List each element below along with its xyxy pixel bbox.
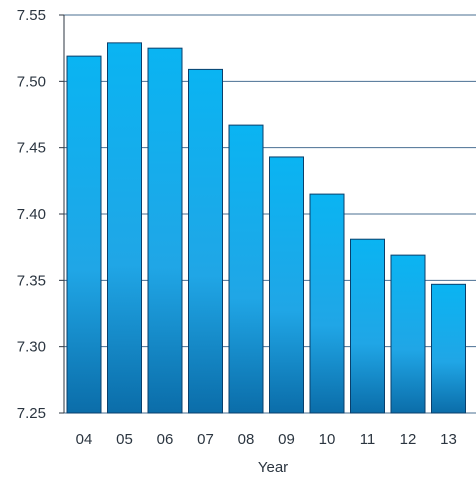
bar-13 xyxy=(431,283,466,414)
x-tick-label: 13 xyxy=(440,431,457,448)
x-tick-label: 10 xyxy=(319,431,336,448)
x-tick-label: 06 xyxy=(157,431,174,448)
y-tick-labels: 7.25 7.30 7.35 7.40 7.45 7.50 7.55 xyxy=(17,7,46,422)
x-tick-label: 05 xyxy=(116,431,133,448)
x-tick-label: 12 xyxy=(400,431,417,448)
y-tick-label: 7.55 xyxy=(17,7,46,24)
x-tick-label: 08 xyxy=(238,431,255,448)
x-tick-labels: 04 05 06 07 08 09 10 11 12 13 xyxy=(76,431,457,448)
y-tick-label: 7.35 xyxy=(17,272,46,289)
bar-12 xyxy=(390,254,426,414)
x-axis-title: Year xyxy=(258,459,288,476)
y-tick-label: 7.40 xyxy=(17,206,46,223)
x-tick-label: 04 xyxy=(76,431,93,448)
bar-09 xyxy=(269,156,304,414)
x-tick-label: 09 xyxy=(278,431,295,448)
bar-05 xyxy=(107,42,142,414)
bars xyxy=(66,42,466,414)
bar-08 xyxy=(228,124,264,414)
x-tick-label: 11 xyxy=(360,431,376,448)
y-tick-label: 7.45 xyxy=(17,140,46,157)
y-tick-label: 7.50 xyxy=(17,73,46,90)
bar-06 xyxy=(147,47,183,414)
y-tick-label: 7.25 xyxy=(17,405,46,422)
bar-07 xyxy=(188,68,223,414)
bar-11 xyxy=(350,238,385,414)
y-tick-label: 7.30 xyxy=(17,339,46,356)
bar-10 xyxy=(309,193,345,414)
bar-04 xyxy=(66,55,102,414)
x-tick-label: 07 xyxy=(197,431,214,448)
